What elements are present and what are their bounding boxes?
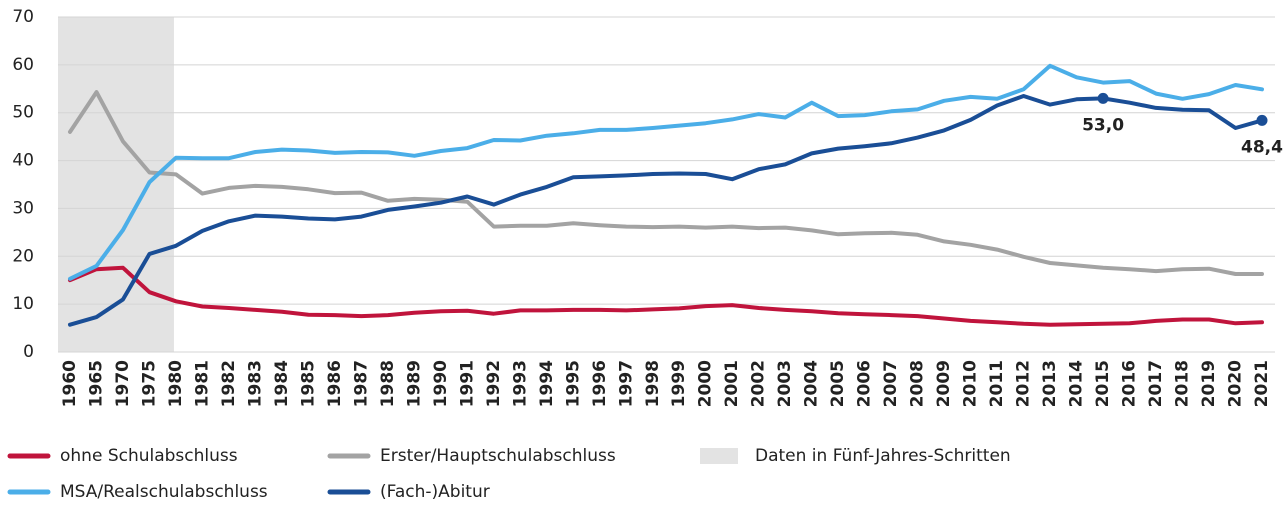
x-tick-label: 1986	[325, 360, 345, 407]
x-tick-label: 2013	[1040, 360, 1060, 407]
x-tick-label: 2014	[1067, 360, 1087, 407]
x-tick-label: 1991	[457, 360, 477, 407]
x-tick-label: 2015	[1093, 360, 1113, 407]
y-tick-label: 50	[12, 103, 34, 123]
x-tick-label: 1990	[431, 360, 451, 407]
x-tick-label: 2016	[1120, 360, 1140, 407]
x-tick-label: 2012	[1014, 360, 1034, 407]
legend-label: MSA/Realschulabschluss	[60, 482, 268, 502]
y-tick-label: 40	[12, 151, 34, 171]
y-tick-label: 30	[12, 198, 34, 218]
x-tick-label: 2010	[961, 360, 981, 407]
data-label: 48,4	[1241, 137, 1283, 157]
series-line	[68, 265, 1264, 327]
x-tick-label: 1995	[563, 360, 583, 407]
x-tick-label: 1994	[537, 360, 557, 407]
x-tick-label: 2019	[1199, 360, 1219, 407]
x-tick-label: 2001	[722, 360, 742, 407]
data-label: 53,0	[1082, 115, 1124, 135]
x-tick-label: 1981	[192, 360, 212, 407]
x-tick-label: 2007	[881, 360, 901, 407]
x-tick-label: 2006	[855, 360, 875, 407]
x-tick-label: 2008	[908, 360, 928, 407]
x-tick-label: 1983	[245, 360, 265, 407]
x-tick-label: 2011	[987, 360, 1007, 407]
x-tick-label: 2009	[934, 360, 954, 407]
x-tick-label: 1970	[113, 360, 133, 407]
x-tick-label: 2020	[1226, 360, 1246, 407]
x-tick-label: 1987	[351, 360, 371, 407]
x-tick-label: 2004	[802, 360, 822, 407]
y-tick-label: 20	[12, 246, 34, 266]
x-tick-label: 1965	[86, 360, 106, 407]
x-tick-label: 2003	[775, 360, 795, 407]
x-tick-label: 1988	[378, 360, 398, 407]
x-tick-label: 2018	[1173, 360, 1193, 407]
x-tick-label: 2005	[828, 360, 848, 407]
x-tick-label: 1999	[669, 360, 689, 407]
x-tick-label: 1980	[166, 360, 186, 407]
data-point	[1097, 92, 1109, 104]
x-tick-label: 1989	[404, 360, 424, 407]
x-tick-label: 1996	[590, 360, 610, 407]
x-tick-label: 1982	[219, 360, 239, 407]
legend-label: ohne Schulabschluss	[60, 446, 238, 466]
x-tick-label: 1984	[272, 360, 292, 407]
y-tick-label: 0	[23, 342, 34, 362]
legend-label: Erster/Hauptschulabschluss	[380, 446, 616, 466]
x-tick-label: 2000	[696, 360, 716, 407]
series-line	[68, 90, 1264, 276]
series-line	[68, 94, 1264, 327]
x-tick-label: 1997	[616, 360, 636, 407]
y-tick-label: 60	[12, 55, 34, 75]
series-line	[68, 63, 1264, 281]
legend-label: Daten in Fünf-Jahres-Schritten	[755, 446, 1011, 466]
shaded-region	[58, 17, 174, 352]
x-tick-label: 1998	[643, 360, 663, 407]
x-tick-label: 2002	[749, 360, 769, 407]
x-tick-label: 2017	[1146, 360, 1166, 407]
x-tick-label: 1975	[139, 360, 159, 407]
legend-swatch	[700, 448, 738, 464]
y-tick-label: 10	[12, 294, 34, 314]
x-tick-label: 1992	[484, 360, 504, 407]
x-tick-label: 1985	[298, 360, 318, 407]
y-tick-label: 70	[12, 7, 34, 27]
data-point	[1256, 114, 1268, 126]
x-tick-label: 2021	[1252, 360, 1272, 407]
legend-label: (Fach-)Abitur	[380, 482, 490, 502]
x-tick-label: 1993	[510, 360, 530, 407]
x-tick-label: 1960	[60, 360, 80, 407]
